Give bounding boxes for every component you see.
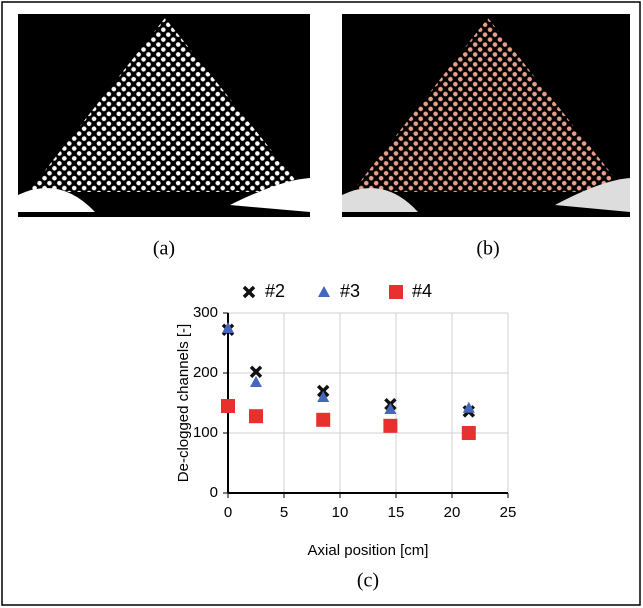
y-tick-label: 200 — [193, 364, 218, 381]
point — [316, 412, 331, 427]
legend-label: #3 — [340, 281, 360, 301]
y-axis-label: De-clogged channels [-] — [175, 324, 192, 482]
legend-label: #4 — [412, 281, 432, 301]
legend-label: #2 — [265, 281, 285, 301]
legend-marker — [318, 286, 330, 297]
point — [249, 409, 263, 424]
point — [317, 391, 330, 402]
y-tick-label: 100 — [193, 424, 218, 441]
x-tick-label: 15 — [388, 504, 405, 521]
x-axis-label: Axial position [cm] — [308, 542, 429, 559]
x-tick-label: 10 — [332, 504, 349, 521]
point — [383, 418, 398, 433]
legend-marker — [242, 285, 256, 299]
point — [249, 365, 263, 379]
point — [384, 403, 397, 414]
x-tick-label: 0 — [224, 504, 232, 521]
image-b — [342, 14, 630, 217]
point — [461, 426, 476, 440]
caption: (c) — [357, 570, 379, 592]
point — [222, 322, 234, 333]
image-a — [18, 14, 310, 217]
x-tick-label: 5 — [280, 504, 288, 521]
x-tick-label: 25 — [500, 504, 517, 521]
point — [221, 399, 235, 413]
y-tick-label: 0 — [210, 484, 218, 501]
x-tick-label: 20 — [444, 504, 461, 521]
y-tick-label: 300 — [193, 304, 218, 321]
legend-marker — [389, 285, 403, 299]
caption: (a) — [153, 238, 175, 260]
point — [250, 376, 262, 387]
caption: (b) — [476, 238, 499, 260]
point — [462, 401, 475, 413]
chart: 0 5 10 15 20 25 0 100 200 300 #2 #3 #4 — [193, 281, 516, 521]
